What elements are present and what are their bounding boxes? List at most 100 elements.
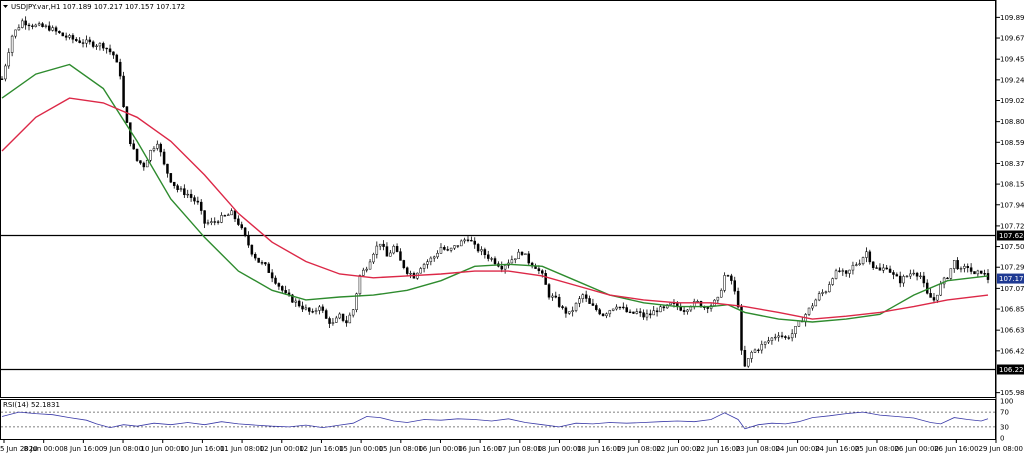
- candle-body: [811, 305, 814, 309]
- candle-body: [81, 42, 85, 44]
- candle-body: [912, 272, 915, 275]
- rsi-axis-label: 100: [1000, 398, 1013, 406]
- x-tick-label: 5 Jun 2020: [0, 445, 38, 453]
- candle-body: [490, 258, 493, 260]
- candle-body: [78, 40, 81, 43]
- candle-body: [858, 263, 861, 265]
- candle-body: [861, 257, 865, 265]
- candle-body: [892, 272, 895, 275]
- candle-body: [54, 27, 58, 32]
- candle-body: [156, 143, 159, 149]
- candle-body: [740, 306, 743, 351]
- y-tick-label: 108.155: [1000, 181, 1024, 189]
- candle-body: [68, 35, 71, 38]
- candle-body: [493, 258, 497, 265]
- x-tick-label: 8 Jun 00:00: [24, 445, 64, 453]
- candle-body: [946, 277, 949, 280]
- candle-body: [838, 270, 841, 272]
- candle-body: [750, 352, 753, 359]
- candle-body: [186, 193, 189, 196]
- candle-body: [929, 293, 932, 298]
- horizontal-levels[interactable]: 107.624 106.226: [0, 230, 1024, 375]
- candle-body: [301, 305, 304, 310]
- main-panel-frame: [0, 0, 996, 398]
- x-tick-label: 11 Jun 08:00: [220, 445, 264, 453]
- candle-body: [122, 75, 125, 108]
- candle-body: [368, 261, 372, 270]
- candle-body: [716, 296, 720, 301]
- candle-body: [311, 311, 314, 313]
- x-tick-label: 22 Jun 16:00: [696, 445, 740, 453]
- candle-body: [622, 306, 625, 309]
- candle-body: [632, 311, 635, 314]
- candle-body: [966, 266, 969, 268]
- rsi-panel-frame: [0, 399, 996, 440]
- symbol-header: USDJPY.var,H1 107.189 107.217 107.157 10…: [11, 3, 185, 11]
- x-tick-label: 26 Jun 00:00: [894, 445, 938, 453]
- price-tag-label: 107.172: [999, 275, 1024, 283]
- candle-body: [351, 309, 355, 316]
- candle-body: [743, 350, 747, 367]
- candle-body: [51, 27, 54, 31]
- candle-body: [780, 335, 784, 337]
- candle-body: [895, 274, 899, 277]
- candle-body: [500, 265, 504, 270]
- candle-body: [824, 291, 828, 293]
- candle-body: [679, 306, 682, 311]
- candle-body: [331, 322, 335, 324]
- candle-body: [595, 305, 598, 310]
- y-axis: 109.890 109.675 109.455 109.240 109.025 108.8…: [996, 14, 1024, 397]
- candle-body: [389, 252, 392, 257]
- x-tick-label: 29 Jun 08:00: [979, 445, 1023, 453]
- moving-average-line: [1, 63, 989, 323]
- candle-body: [226, 214, 230, 216]
- x-tick-label: 12 Jun 16:00: [299, 445, 343, 453]
- candle-body: [135, 148, 139, 161]
- candle-body: [10, 35, 14, 53]
- candle-body: [821, 292, 824, 294]
- moving-averages: [1, 63, 989, 323]
- dropdown-triangle-icon[interactable]: [3, 5, 8, 8]
- candle-body: [213, 221, 216, 223]
- candle-body: [71, 35, 75, 40]
- x-tick-label: 15 Jun 08:00: [379, 445, 423, 453]
- candle-body: [233, 210, 237, 220]
- candle-body: [625, 307, 628, 313]
- candle-body: [176, 185, 179, 190]
- candle-body: [297, 300, 301, 307]
- candle-body: [649, 313, 652, 316]
- y-tick-label: 109.025: [1000, 97, 1024, 105]
- candle-body: [281, 286, 284, 291]
- x-tick-label: 24 Jun 00:00: [775, 445, 819, 453]
- candle-body: [115, 54, 119, 63]
- candle-body: [976, 270, 980, 275]
- candle-body: [142, 162, 146, 168]
- candle-body: [409, 273, 412, 275]
- candle-body: [48, 25, 51, 31]
- rsi-axis-label: 70: [1000, 409, 1009, 417]
- candle-body: [41, 23, 44, 27]
- candle-body: [328, 318, 331, 324]
- candle-body: [797, 320, 801, 327]
- candle-body: [432, 256, 436, 259]
- candle-body: [959, 268, 963, 270]
- candle-body: [284, 290, 287, 294]
- candle-body: [611, 308, 615, 311]
- candle-body: [196, 200, 200, 203]
- candle-body: [581, 294, 585, 299]
- candle-body: [757, 349, 760, 352]
- candle-body: [841, 270, 845, 272]
- candle-body: [747, 358, 750, 367]
- candle-body: [162, 151, 166, 165]
- y-tick-label: 109.240: [1000, 76, 1024, 84]
- y-tick-label: 107.070: [1000, 285, 1024, 293]
- candle-body: [24, 20, 27, 26]
- candle-body: [669, 302, 672, 305]
- y-tick-label: 106.635: [1000, 327, 1024, 335]
- candle-body: [591, 303, 595, 306]
- candle-body: [4, 65, 7, 80]
- y-tick-label: 105.985: [1000, 389, 1024, 397]
- candle-body: [223, 215, 227, 217]
- level-tag: [997, 230, 1024, 241]
